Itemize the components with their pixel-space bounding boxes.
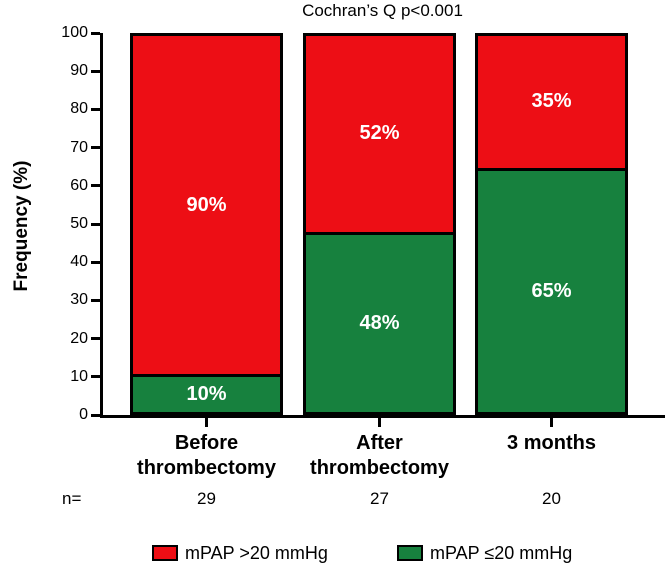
x-axis-tick bbox=[205, 418, 208, 427]
y-axis-line bbox=[100, 33, 103, 418]
y-tick-label: 30 bbox=[70, 291, 88, 309]
y-tick-label: 50 bbox=[70, 215, 88, 232]
y-axis-tick bbox=[91, 31, 100, 35]
bar-segment-mpap-gt20: 90% bbox=[133, 36, 280, 375]
legend-swatch bbox=[397, 545, 423, 561]
bar-segment-mpap-le20: 65% bbox=[478, 167, 625, 412]
y-axis-tick bbox=[91, 69, 100, 73]
y-axis-tick bbox=[91, 184, 100, 188]
x-axis-line bbox=[100, 415, 665, 418]
y-axis-tick bbox=[91, 337, 100, 341]
bar-segment-value-label: 52% bbox=[359, 122, 400, 145]
bar-segment-value-label: 65% bbox=[531, 279, 572, 302]
y-tick-label: 0 bbox=[79, 406, 88, 423]
y-axis-label: Frequency (%) bbox=[11, 160, 32, 292]
y-tick-label: 60 bbox=[70, 176, 88, 194]
y-tick-label: 10 bbox=[70, 367, 88, 385]
legend-label: mPAP ≤20 mmHg bbox=[430, 543, 573, 563]
x-category-label: After thrombectomy bbox=[310, 432, 449, 479]
x-axis-tick bbox=[550, 418, 553, 427]
x-axis-tick bbox=[378, 418, 381, 427]
y-tick-label: 70 bbox=[70, 138, 88, 156]
stacked-bar: 90% 10% bbox=[130, 33, 283, 415]
y-axis-tick bbox=[91, 222, 100, 226]
y-axis-tick bbox=[91, 298, 100, 302]
legend-swatch bbox=[152, 545, 178, 561]
n-prefix-label: n= bbox=[62, 489, 82, 508]
y-axis-tick bbox=[91, 375, 100, 379]
bar-segment-value-label: 90% bbox=[186, 193, 227, 216]
bar-segment-value-label: 35% bbox=[531, 90, 572, 113]
y-axis-tick bbox=[91, 146, 100, 150]
n-count-value: 29 bbox=[197, 489, 216, 508]
y-tick-label: 90 bbox=[70, 62, 88, 80]
y-tick-label: 80 bbox=[70, 100, 88, 118]
x-category-label: 3 months bbox=[507, 432, 596, 454]
legend-label: mPAP >20 mmHg bbox=[185, 543, 328, 563]
bar-segment-value-label: 10% bbox=[186, 383, 227, 406]
y-tick-label: 40 bbox=[70, 253, 88, 271]
bar-segment-mpap-le20: 10% bbox=[133, 374, 280, 412]
n-count-value: 27 bbox=[370, 489, 389, 508]
y-axis-tick bbox=[91, 107, 100, 111]
n-count-value: 20 bbox=[542, 489, 561, 508]
x-category-label: Before thrombectomy bbox=[137, 432, 276, 479]
bar-segment-value-label: 48% bbox=[359, 311, 400, 334]
y-tick-label: 100 bbox=[61, 24, 88, 41]
stacked-bar: 35% 65% bbox=[475, 33, 628, 415]
stacked-bar: 52% 48% bbox=[303, 33, 456, 415]
bar-segment-mpap-gt20: 52% bbox=[306, 36, 453, 232]
bar-segment-mpap-gt20: 35% bbox=[478, 36, 625, 168]
y-tick-label: 20 bbox=[70, 329, 88, 347]
y-axis-tick bbox=[91, 413, 100, 417]
chart-title: Cochran’s Q p<0.001 bbox=[302, 1, 463, 20]
bar-segment-mpap-le20: 48% bbox=[306, 231, 453, 412]
y-axis-tick bbox=[91, 260, 100, 264]
